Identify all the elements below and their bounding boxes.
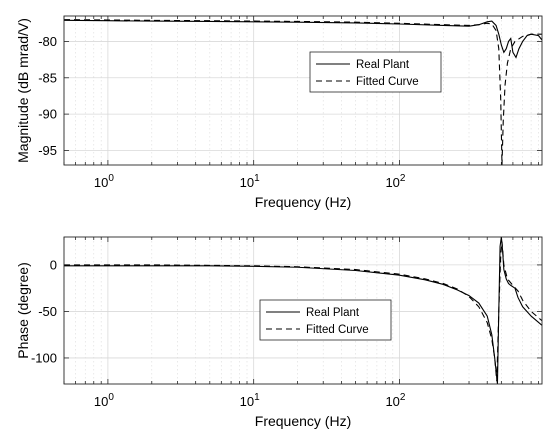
x-tick-label: 100	[94, 173, 114, 190]
legend-entry: Real Plant	[306, 307, 360, 319]
x-axis-label: Frequency (Hz)	[255, 413, 351, 429]
x-tick-label: 101	[240, 392, 260, 409]
y-tick-label: -80	[38, 34, 57, 49]
x-axis-label: Frequency (Hz)	[255, 194, 351, 210]
y-tick-label: -100	[31, 350, 57, 365]
x-tick-label: 100	[94, 392, 114, 409]
legend: Real Plant Fitted Curve	[259, 299, 392, 341]
legend: Real Plant Fitted Curve	[309, 51, 442, 93]
y-tick-label: -95	[38, 143, 57, 158]
real-plant-line	[64, 19, 542, 59]
legend-entry: Real Plant	[356, 59, 410, 71]
axes-frame	[63, 15, 543, 166]
legend-box	[259, 299, 392, 341]
y-tick-label: 0	[50, 257, 57, 272]
real-plant-line	[64, 237, 542, 384]
y-tick-label: -50	[38, 304, 57, 319]
legend-entry: Fitted Curve	[356, 76, 419, 88]
legend-box	[309, 51, 442, 93]
magnitude-panel: 100 101 102 -80 -85 -90 -95 Frequency (Hz) Magni…	[15, 15, 543, 210]
axes-frame	[63, 236, 543, 385]
x-tick-label: 101	[240, 173, 260, 190]
y-tick-label: -85	[38, 70, 57, 85]
y-axis-label: Magnitude (dB mrad/V)	[15, 18, 31, 163]
x-tick-label: 102	[385, 392, 405, 409]
x-tick-label: 102	[385, 173, 405, 190]
fitted-curve-line	[64, 241, 542, 382]
plot-area	[64, 16, 542, 165]
legend-entry: Fitted Curve	[306, 324, 369, 336]
y-tick-label: -90	[38, 107, 57, 122]
phase-panel: 100 101 102 0 -50 -100 Frequency (Hz) Phase (de…	[15, 236, 543, 429]
y-axis-label: Phase (degree)	[15, 262, 31, 359]
